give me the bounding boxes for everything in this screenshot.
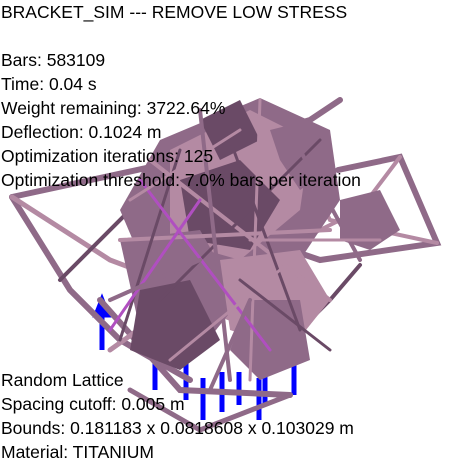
optimization-iterations: Optimization iterations: 125	[1, 146, 214, 166]
spacing-cutoff: Spacing cutoff: 0.005 m	[1, 394, 185, 414]
interior-bars	[108, 98, 382, 392]
weight-remaining: Weight remaining: 3722.64%	[1, 98, 226, 118]
app-title: BRACKET_SIM --- REMOVE LOW STRESS	[1, 2, 348, 22]
material: Material: TITANIUM	[1, 442, 154, 462]
sim-time: Time: 0.04 s	[1, 74, 97, 94]
optimization-threshold: Optimization threshold: 7.0% bars per it…	[1, 170, 361, 190]
bars-count: Bars: 583109	[1, 50, 106, 70]
lattice-bounds: Bounds: 0.181183 x 0.0818608 x 0.103029 …	[1, 418, 354, 438]
lattice-type: Random Lattice	[1, 370, 124, 390]
deflection: Deflection: 0.1024 m	[1, 122, 162, 142]
